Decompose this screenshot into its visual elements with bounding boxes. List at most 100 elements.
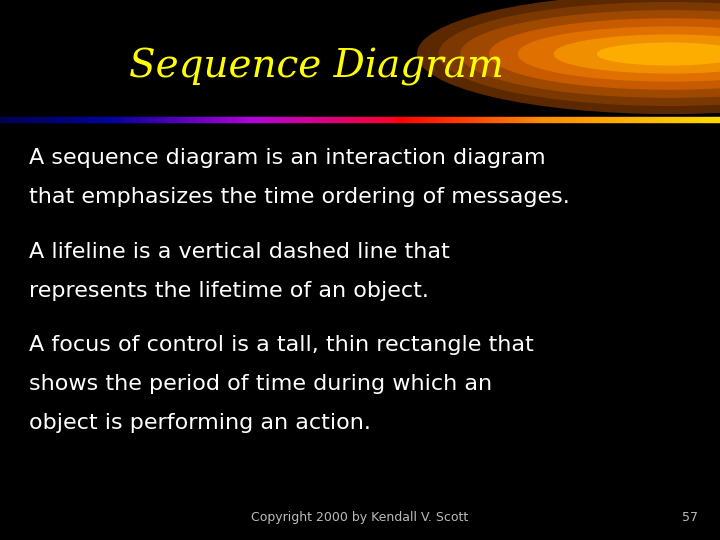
- Bar: [680, 117, 684, 122]
- Bar: [353, 117, 356, 122]
- Bar: [346, 117, 349, 122]
- Bar: [115, 117, 119, 122]
- Bar: [263, 117, 266, 122]
- Bar: [310, 117, 313, 122]
- Bar: [238, 117, 241, 122]
- Text: shows the period of time during which an: shows the period of time during which an: [29, 374, 492, 394]
- Bar: [457, 117, 461, 122]
- Bar: [205, 117, 209, 122]
- Bar: [223, 117, 227, 122]
- Text: A lifeline is a vertical dashed line that: A lifeline is a vertical dashed line tha…: [29, 242, 449, 262]
- Bar: [482, 117, 486, 122]
- Bar: [526, 117, 529, 122]
- Bar: [533, 117, 536, 122]
- Bar: [608, 117, 612, 122]
- Bar: [306, 117, 310, 122]
- Bar: [554, 117, 558, 122]
- Bar: [544, 117, 547, 122]
- Bar: [22, 117, 25, 122]
- Ellipse shape: [598, 43, 720, 65]
- Bar: [126, 117, 130, 122]
- Bar: [104, 117, 108, 122]
- Bar: [436, 117, 439, 122]
- Bar: [83, 117, 86, 122]
- Bar: [396, 117, 400, 122]
- Bar: [180, 117, 184, 122]
- Bar: [562, 117, 565, 122]
- Bar: [320, 117, 324, 122]
- Bar: [234, 117, 238, 122]
- Bar: [18, 117, 22, 122]
- Bar: [68, 117, 72, 122]
- Bar: [101, 117, 104, 122]
- Bar: [43, 117, 47, 122]
- Text: represents the lifetime of an object.: represents the lifetime of an object.: [29, 281, 428, 301]
- Bar: [673, 117, 677, 122]
- Bar: [428, 117, 432, 122]
- Bar: [655, 117, 659, 122]
- Bar: [65, 117, 68, 122]
- Bar: [637, 117, 641, 122]
- Bar: [522, 117, 526, 122]
- Bar: [425, 117, 428, 122]
- Bar: [644, 117, 648, 122]
- Bar: [155, 117, 158, 122]
- Bar: [666, 117, 670, 122]
- Bar: [410, 117, 414, 122]
- Bar: [443, 117, 446, 122]
- Bar: [630, 117, 634, 122]
- Bar: [7, 117, 11, 122]
- Bar: [684, 117, 688, 122]
- Bar: [691, 117, 695, 122]
- Bar: [184, 117, 187, 122]
- Ellipse shape: [490, 19, 720, 89]
- Bar: [335, 117, 338, 122]
- Text: Sequence Diagram: Sequence Diagram: [130, 49, 504, 86]
- Bar: [414, 117, 418, 122]
- Bar: [619, 117, 623, 122]
- Bar: [162, 117, 166, 122]
- Ellipse shape: [439, 3, 720, 105]
- Bar: [518, 117, 522, 122]
- Bar: [259, 117, 263, 122]
- Bar: [486, 117, 490, 122]
- Bar: [450, 117, 454, 122]
- Bar: [360, 117, 364, 122]
- Bar: [0, 117, 4, 122]
- Bar: [108, 117, 112, 122]
- Bar: [137, 117, 140, 122]
- Bar: [594, 117, 598, 122]
- Bar: [454, 117, 457, 122]
- Bar: [540, 117, 544, 122]
- Bar: [500, 117, 504, 122]
- Bar: [230, 117, 234, 122]
- Bar: [382, 117, 385, 122]
- Bar: [328, 117, 331, 122]
- Bar: [119, 117, 122, 122]
- Bar: [252, 117, 256, 122]
- Bar: [209, 117, 212, 122]
- Bar: [292, 117, 295, 122]
- Bar: [601, 117, 605, 122]
- Bar: [461, 117, 464, 122]
- Bar: [72, 117, 76, 122]
- Bar: [392, 117, 396, 122]
- Bar: [342, 117, 346, 122]
- Bar: [626, 117, 630, 122]
- Bar: [349, 117, 353, 122]
- Bar: [648, 117, 652, 122]
- Bar: [277, 117, 281, 122]
- Bar: [605, 117, 608, 122]
- Bar: [338, 117, 342, 122]
- Bar: [421, 117, 425, 122]
- Bar: [698, 117, 702, 122]
- Bar: [202, 117, 205, 122]
- Bar: [367, 117, 371, 122]
- Bar: [385, 117, 389, 122]
- Text: that emphasizes the time ordering of messages.: that emphasizes the time ordering of mes…: [29, 187, 570, 207]
- Bar: [688, 117, 691, 122]
- Bar: [565, 117, 569, 122]
- Bar: [371, 117, 374, 122]
- Bar: [659, 117, 662, 122]
- Bar: [14, 117, 18, 122]
